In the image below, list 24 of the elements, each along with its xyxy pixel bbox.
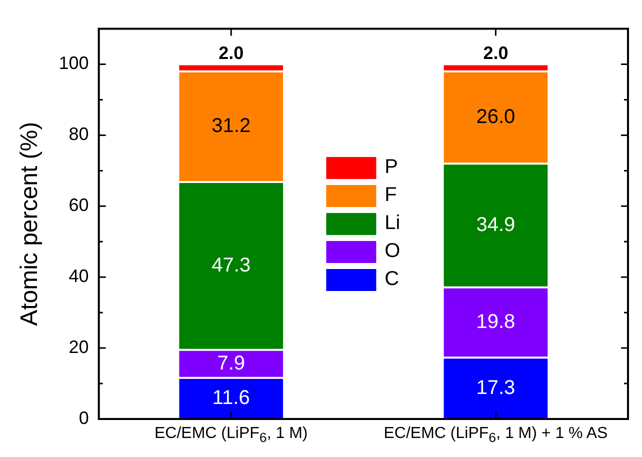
- data-label: 17.3: [476, 376, 516, 399]
- y-tick-label: 100: [58, 53, 89, 74]
- y-tick-label: 80: [68, 124, 89, 144]
- data-label: 31.2: [212, 115, 251, 138]
- y-tick-label: 60: [68, 195, 89, 216]
- legend-label: P: [384, 156, 398, 180]
- data-label: 34.9: [476, 214, 516, 236]
- y-tick-label: 0: [78, 408, 89, 428]
- legend-label: F: [384, 184, 397, 208]
- data-label: 47.3: [212, 254, 251, 276]
- y-axis-title: Atomic percent (%): [16, 122, 44, 326]
- y-tick-label: 40: [68, 266, 89, 286]
- legend-label: C: [384, 268, 400, 292]
- data-label: 2.0: [218, 43, 244, 64]
- legend-label: O: [384, 240, 400, 264]
- x-tick-label: EC/EMC (LiPF$_{6}$, 1 M): [154, 425, 308, 446]
- y-tick-label: 20: [68, 337, 89, 358]
- data-label: 11.6: [212, 386, 250, 409]
- x-tick-label: EC/EMC (LiPF$_{6}$, 1 M) + 1 % AS: [384, 425, 608, 446]
- data-label: 19.8: [476, 311, 516, 334]
- data-label: 7.9: [217, 352, 246, 374]
- data-label: 26.0: [476, 106, 516, 128]
- legend-label: Li: [384, 212, 400, 236]
- data-label: 2.0: [483, 43, 508, 64]
